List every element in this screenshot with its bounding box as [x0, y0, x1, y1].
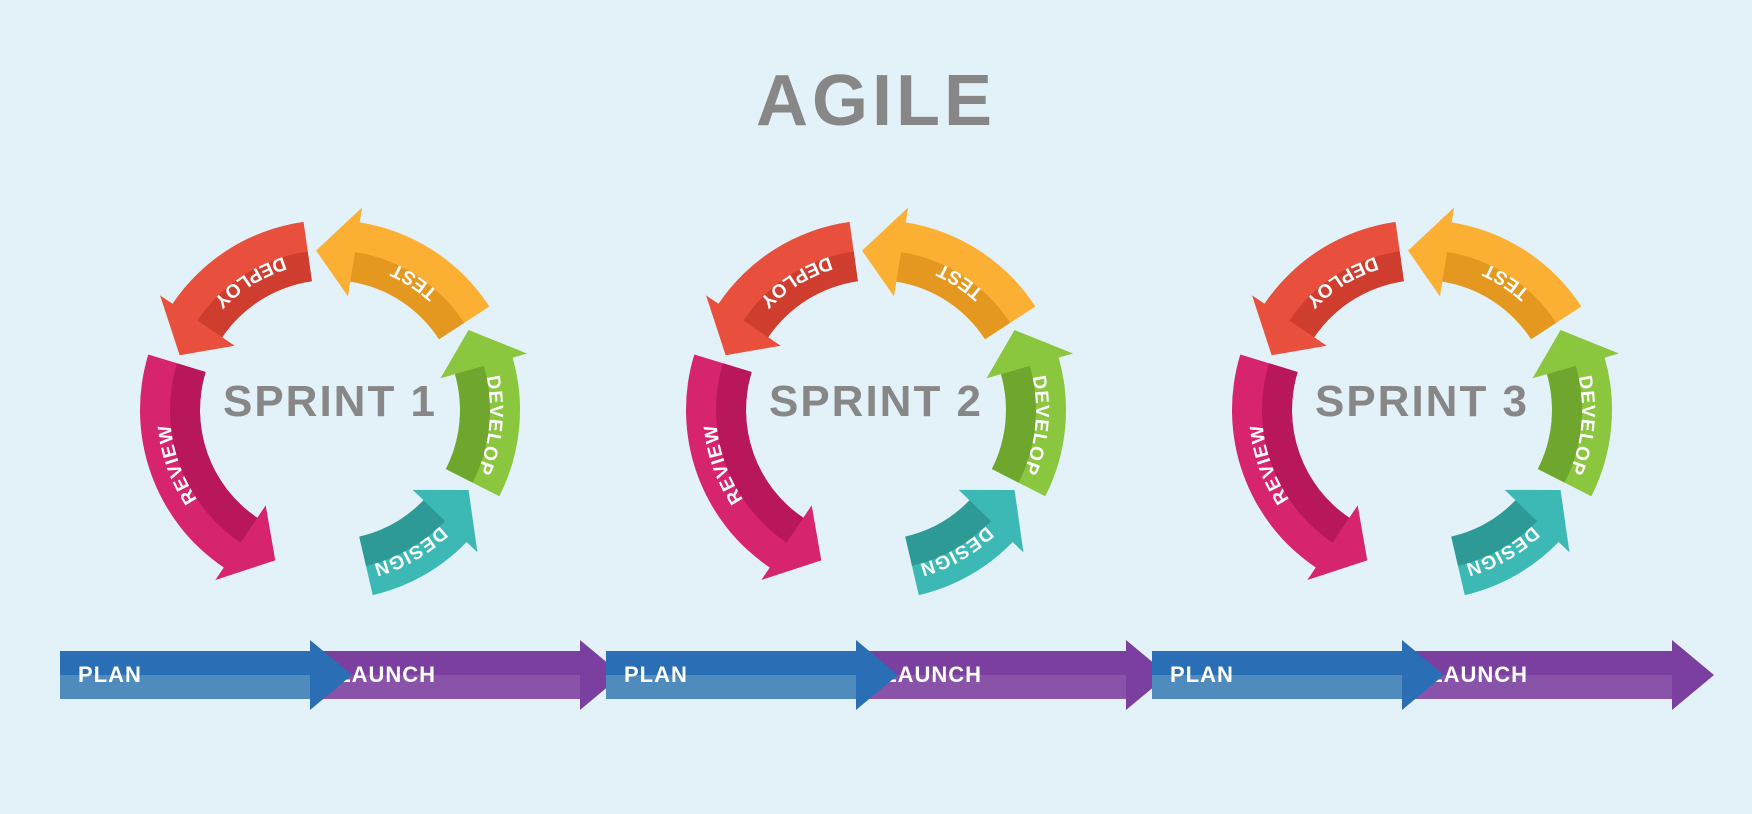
bottom-arrows: LAUNCH PLAN [606, 640, 1146, 710]
bottom-arrows: LAUNCH PLAN [1152, 640, 1692, 710]
sprint-cycle: LAUNCH PLAN DESIGNDEVELOPTESTDEPLOYREVIEW… [1152, 200, 1692, 760]
launch-arrow: LAUNCH [1411, 651, 1713, 699]
launch-label: LAUNCH [1429, 662, 1528, 688]
cycle: DESIGNDEVELOPTESTDEPLOYREVIEWSPRINT 3 [1212, 200, 1632, 620]
cycle: DESIGNDEVELOPTESTDEPLOYREVIEWSPRINT 1 [120, 200, 540, 620]
plan-arrow: PLAN [606, 651, 898, 699]
plan-arrow: PLAN [1152, 651, 1444, 699]
plan-label: PLAN [78, 662, 142, 688]
launch-label: LAUNCH [337, 662, 436, 688]
sprint-center-label: SPRINT 2 [769, 377, 983, 427]
cycle: DESIGNDEVELOPTESTDEPLOYREVIEWSPRINT 2 [666, 200, 1086, 620]
plan-label: PLAN [624, 662, 688, 688]
sprint-cycle: LAUNCH PLAN DESIGNDEVELOPTESTDEPLOYREVIEW… [606, 200, 1146, 760]
launch-label: LAUNCH [883, 662, 982, 688]
plan-label: PLAN [1170, 662, 1234, 688]
launch-arrow: LAUNCH [865, 651, 1167, 699]
plan-arrow: PLAN [60, 651, 352, 699]
sprints-row: LAUNCH PLAN DESIGNDEVELOPTESTDEPLOYREVIEW… [60, 200, 1692, 760]
bottom-arrows: LAUNCH PLAN [60, 640, 600, 710]
sprint-cycle: LAUNCH PLAN DESIGNDEVELOPTESTDEPLOYREVIEW… [60, 200, 600, 760]
launch-arrow: LAUNCH [319, 651, 621, 699]
sprint-center-label: SPRINT 3 [1315, 377, 1529, 427]
page-title: AGILE [756, 60, 996, 142]
sprint-center-label: SPRINT 1 [223, 377, 437, 427]
